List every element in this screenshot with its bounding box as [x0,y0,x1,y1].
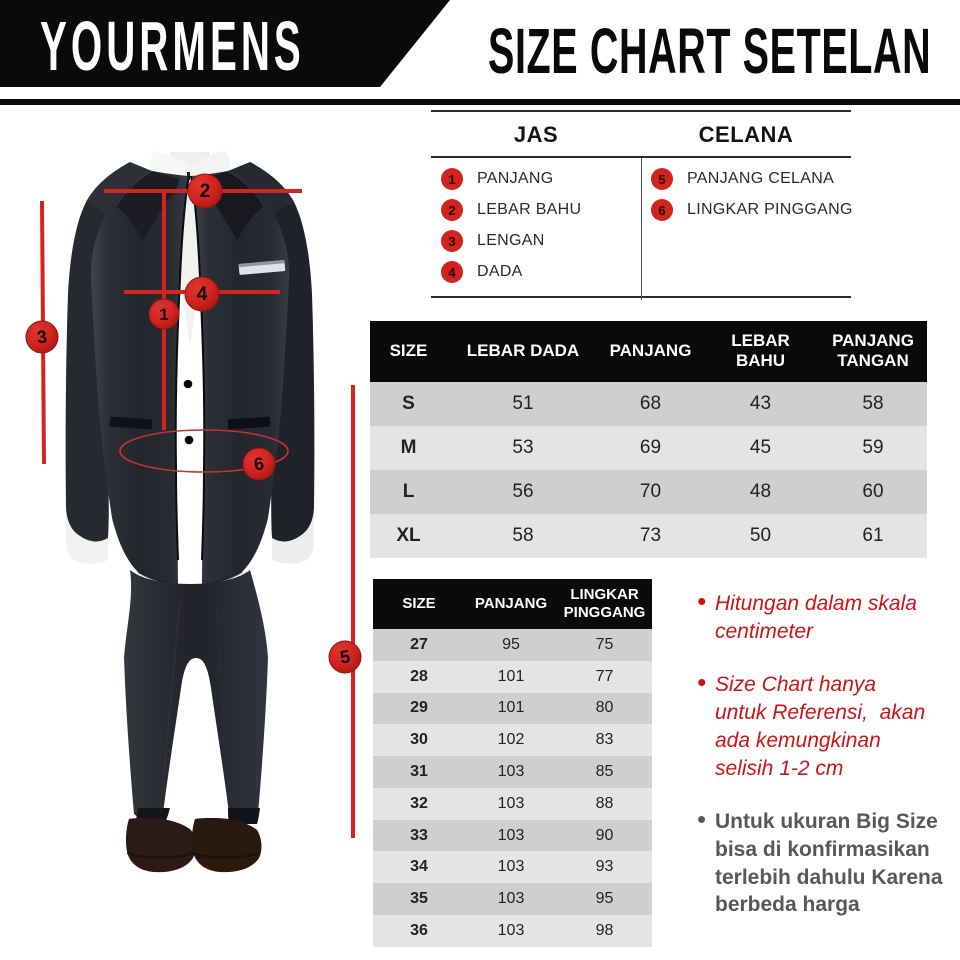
svg-text:1: 1 [159,305,168,324]
svg-text:2: 2 [200,181,211,202]
svg-text:4: 4 [197,284,208,305]
